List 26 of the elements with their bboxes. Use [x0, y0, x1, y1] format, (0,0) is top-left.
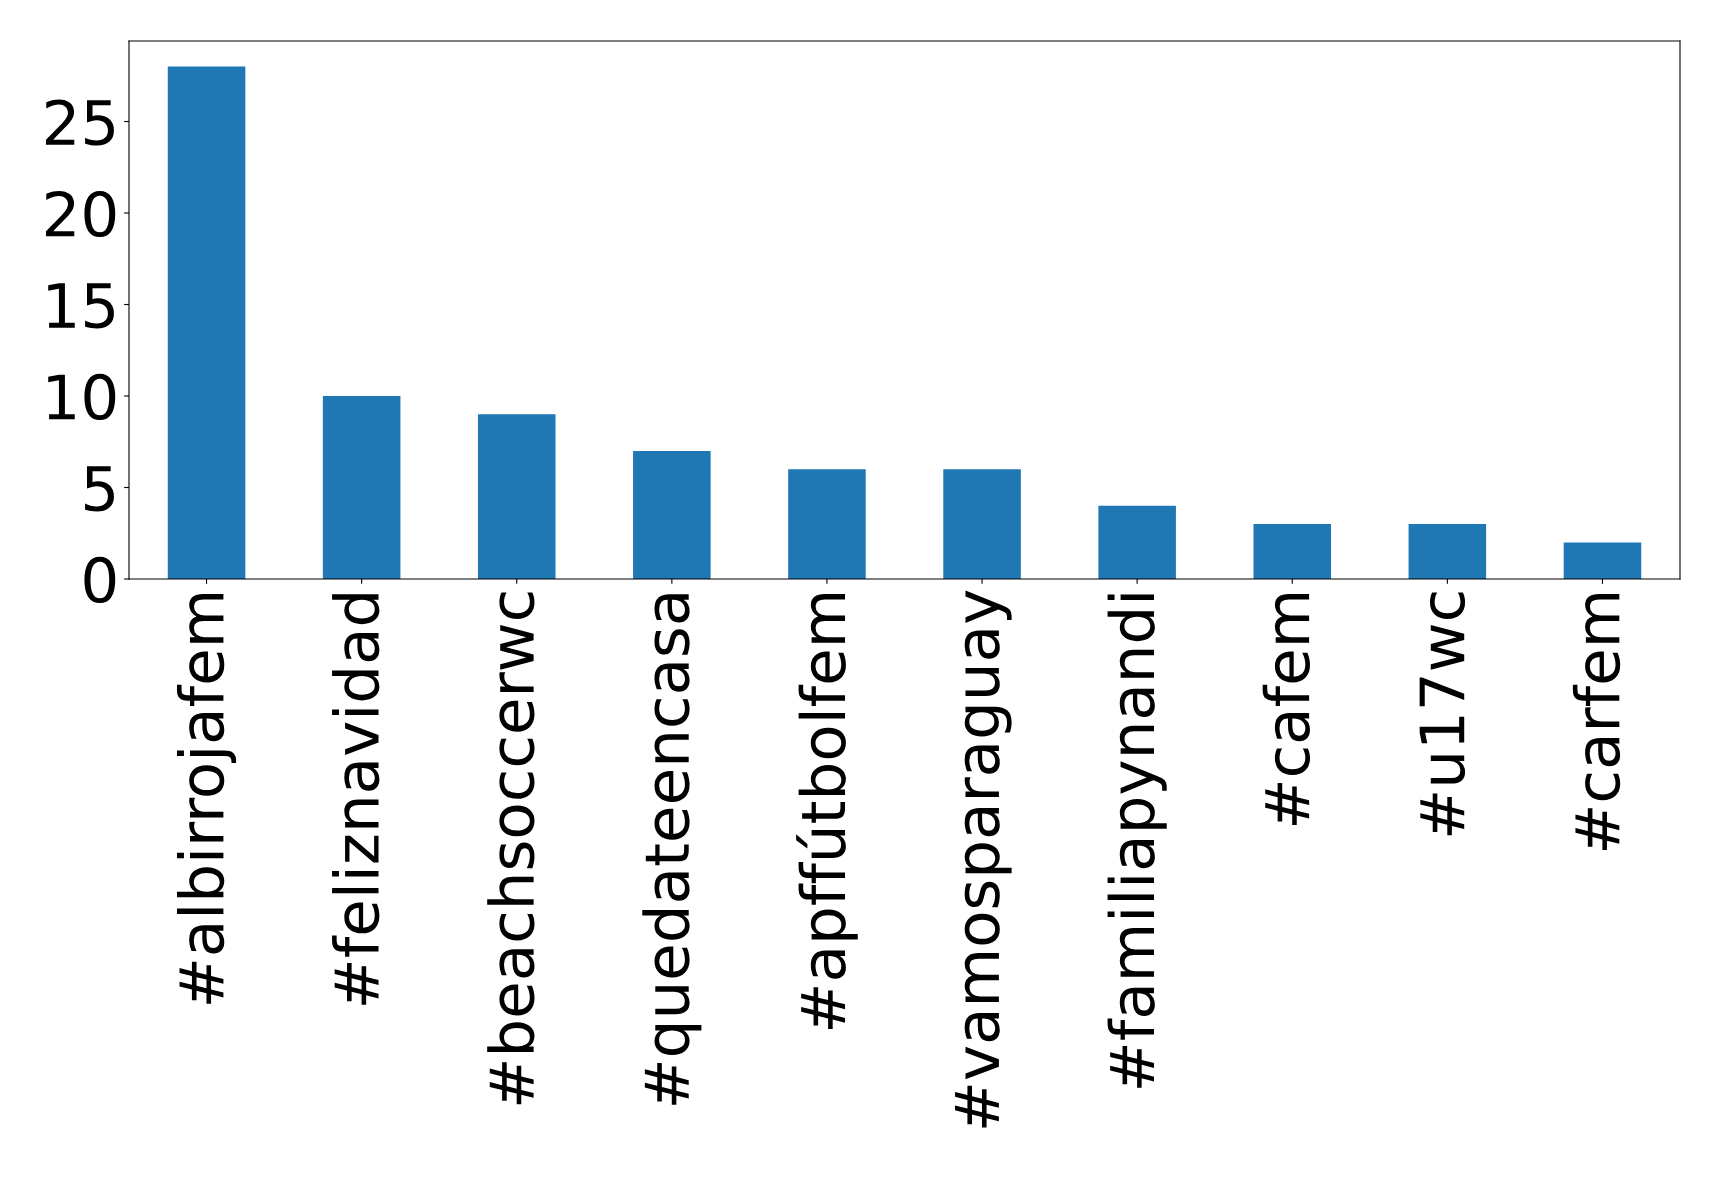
x-tick-label: #u17wc — [1419, 592, 1466, 836]
x-tick-label: #beachsoccerwc — [487, 592, 535, 1105]
y-tick-label: 25 — [45, 99, 114, 146]
bar — [633, 450, 711, 579]
x-tick-label: #apffútbolfem — [796, 593, 858, 1029]
x-tick-label: #cafem — [1262, 593, 1310, 825]
x-tick-label: #carfem — [1572, 593, 1621, 851]
x-tick-label: #albirrojafem — [176, 593, 237, 1004]
x-tick-label: #familiapynandi — [1107, 594, 1167, 1088]
y-tick-label: 15 — [48, 283, 114, 329]
bar — [1408, 524, 1487, 579]
bar — [1563, 542, 1642, 579]
bar — [1253, 524, 1332, 579]
y-tick-label: 20 — [45, 190, 116, 238]
y-tick-label: 5 — [85, 466, 114, 512]
bar — [322, 396, 401, 579]
bar — [788, 469, 866, 579]
x-tick-label: #quedateencasa — [642, 594, 702, 1105]
bar — [477, 414, 556, 579]
bar — [943, 469, 1021, 579]
bar — [1098, 505, 1176, 579]
y-tick-label: 0 — [84, 556, 116, 604]
bar — [167, 66, 246, 579]
x-tick-label: #vamosparaguay — [955, 590, 1012, 1128]
x-tick-label: #feliznavidad — [332, 594, 380, 1005]
y-tick-label: 10 — [48, 373, 116, 421]
